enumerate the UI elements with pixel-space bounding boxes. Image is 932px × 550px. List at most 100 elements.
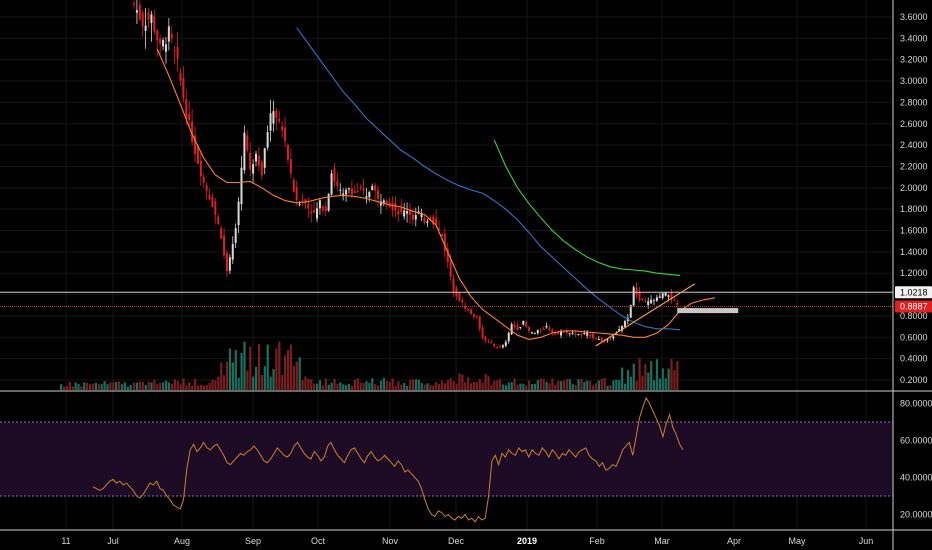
volume-bar [272, 368, 275, 390]
volume-bar [260, 374, 264, 390]
volume-bar [147, 381, 150, 390]
volume-bar [400, 384, 403, 390]
candle-body [414, 215, 417, 220]
volume-bar [574, 384, 577, 390]
volume-bar [237, 377, 240, 390]
volume-bar [548, 383, 551, 390]
candle-body [650, 299, 653, 304]
candle-body [623, 321, 626, 327]
price-tag [895, 300, 932, 313]
volume-bar [562, 380, 566, 390]
volume-bar [304, 376, 307, 390]
candle-body [356, 191, 359, 193]
candle-body [548, 328, 551, 331]
volume-bar [446, 380, 449, 390]
rsi-tick-label: 20.0000 [900, 510, 932, 520]
candle-body [443, 233, 446, 252]
volume-bar [493, 380, 496, 390]
volume-bar [365, 381, 368, 390]
volume-bar [545, 381, 548, 390]
candle-body [278, 118, 281, 122]
candle-body [670, 292, 673, 300]
candle-body [182, 78, 185, 99]
time-tick-label: Jun [859, 536, 874, 546]
volume-bar [62, 386, 66, 390]
moving-averages [156, 27, 716, 340]
candle-body [185, 99, 188, 119]
volume-bar [257, 343, 261, 390]
candle-body [313, 210, 316, 213]
volume-bar [557, 380, 560, 390]
candle-body [655, 297, 658, 302]
volume-bar [342, 384, 345, 390]
candle-body [411, 214, 414, 220]
volume-bar [295, 361, 298, 390]
candle-body [647, 301, 650, 306]
time-axis-labels[interactable]: 11 Jul Aug Sep Oct Nov Dec 2019 Feb Mar Apr May Jun [61, 536, 873, 546]
candle-body [243, 132, 246, 170]
volume-bar [621, 367, 624, 390]
volume-bar [408, 379, 412, 390]
volume-bar [374, 384, 377, 390]
volume-bar [432, 385, 435, 390]
candle-body [554, 332, 557, 335]
candle-body [499, 346, 502, 348]
volume-bar [379, 380, 383, 390]
candle-body [519, 327, 522, 329]
volume-bar [313, 383, 316, 390]
moving-average-line [156, 48, 716, 340]
volume-bar [411, 379, 415, 390]
price-axis-labels[interactable]: 0.20000.40000.60000.80001.00001.20001.40… [900, 12, 928, 385]
volume-bar [71, 386, 74, 390]
candle-body [211, 196, 214, 207]
candle-body [237, 201, 240, 226]
candle-body [397, 210, 400, 215]
price-tick-label: 0.8000 [900, 311, 928, 321]
candle-body [385, 201, 388, 205]
volume-bar [243, 341, 246, 390]
candle-body [246, 135, 249, 151]
time-tick-label: Oct [311, 536, 326, 546]
candle-body [403, 210, 406, 217]
candle-body [359, 187, 362, 189]
rsi-axis-labels[interactable]: 20.0000 40.0000 60.0000 80.0000 [900, 399, 932, 520]
candle-body [284, 127, 287, 141]
candle-body [173, 50, 176, 52]
candle-body [496, 346, 499, 348]
candle-body [551, 329, 554, 333]
candle-body [374, 185, 377, 191]
candle-body [205, 185, 208, 191]
candle-body [365, 196, 368, 198]
candle-body [661, 293, 664, 298]
volume-bar [179, 384, 182, 390]
volume-bar [150, 382, 153, 390]
candle-body [629, 305, 632, 318]
candle-body [135, 10, 138, 13]
volume-bar [77, 384, 80, 390]
candle-body [467, 309, 470, 311]
volume-bar [91, 383, 95, 390]
price-tick-label: 0.4000 [900, 354, 928, 364]
volume-bar [138, 382, 142, 390]
candle-body [638, 292, 641, 300]
support-zone[interactable] [677, 308, 739, 314]
candle-body [231, 243, 234, 260]
volume-bar [632, 363, 635, 390]
volume-bar [464, 382, 467, 390]
volume-bar [615, 379, 618, 390]
candle-body [176, 46, 179, 59]
candle-body [641, 298, 644, 300]
volume-bar [440, 380, 444, 390]
candle-body [571, 332, 574, 334]
trend-line[interactable] [595, 283, 695, 347]
candle-body [673, 299, 676, 301]
candle-body [228, 257, 231, 271]
candle-body [591, 333, 594, 339]
volume-bar [641, 376, 644, 390]
volume-bar [292, 366, 295, 390]
volume-bar [591, 385, 595, 390]
price-tick-label: 3.6000 [900, 12, 928, 22]
candle-body [586, 331, 589, 336]
candle-body [144, 25, 147, 31]
